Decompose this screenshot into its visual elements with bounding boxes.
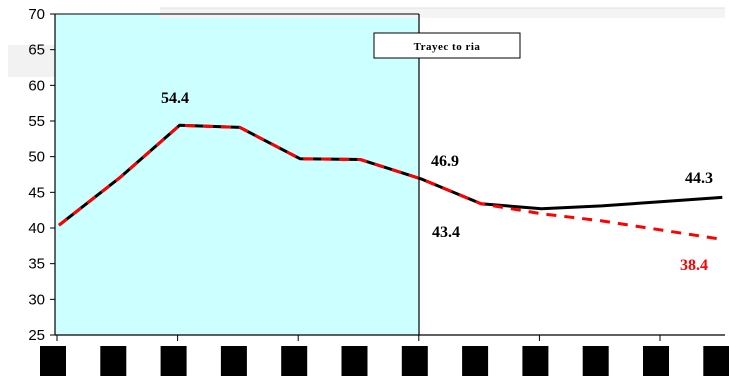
x-tick-label-box (220, 346, 247, 376)
x-tick-label-box (582, 346, 609, 376)
x-tick-label-box (703, 346, 729, 376)
x-tick-label-box (40, 346, 66, 376)
y-tick-label: 65 (28, 42, 45, 59)
x-tick-label-box (100, 346, 127, 376)
x-tick-label-box (462, 346, 489, 376)
series-line-solid (58, 123, 723, 227)
data-label: 44.3 (685, 170, 713, 187)
header-strip (160, 8, 725, 18)
y-tick-label: 30 (28, 291, 45, 308)
left-strip (8, 45, 55, 77)
data-label: 46.9 (431, 153, 459, 170)
y-tick-label: 40 (28, 220, 45, 237)
x-tick-label-box (160, 346, 187, 376)
data-label: 54.4 (161, 90, 189, 107)
trajectory-box-label: Trayec to ria (414, 41, 481, 53)
y-tick-label: 25 (28, 327, 45, 344)
data-label: 38.4 (680, 257, 708, 274)
x-tick-label-box (522, 346, 549, 376)
shaded-region (55, 14, 419, 335)
data-label: 43.4 (432, 224, 460, 241)
y-tick-label: 60 (28, 77, 45, 94)
y-tick-label: 35 (28, 256, 45, 273)
x-tick-label-box (341, 346, 368, 376)
x-tick-label-box (643, 346, 669, 376)
trajectory-box: Trayec to ria (373, 32, 521, 59)
y-tick-label: 70 (28, 6, 45, 23)
y-tick-label: 45 (28, 184, 45, 201)
x-tick-label-box (401, 346, 428, 376)
y-tick-label: 55 (28, 113, 45, 130)
y-tick-label: 50 (28, 149, 45, 166)
trajectory-box-frame (373, 32, 521, 59)
x-tick-label-box (281, 346, 308, 376)
